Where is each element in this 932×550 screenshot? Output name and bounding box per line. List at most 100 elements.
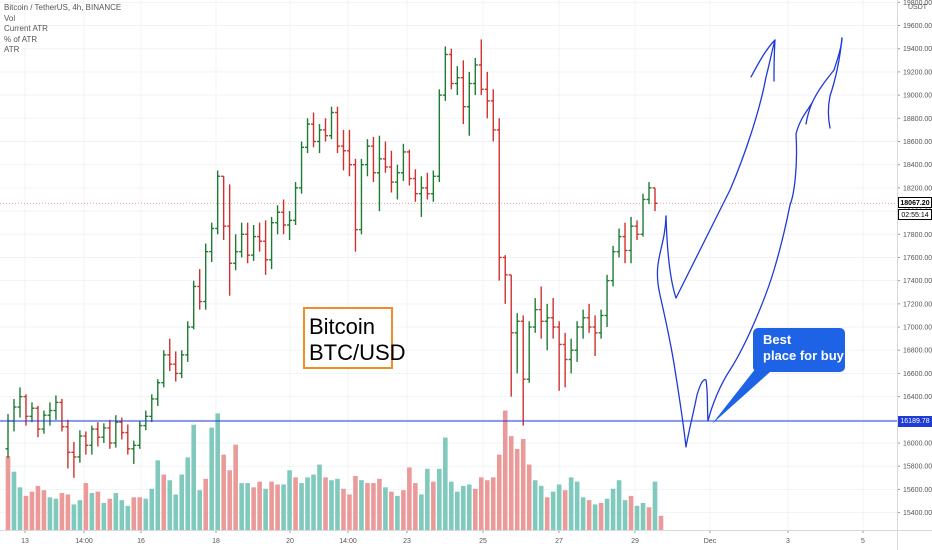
ohlc-bar — [460, 60, 466, 125]
price-axis[interactable]: 15400.0015600.0015800.0016000.0016200.00… — [897, 0, 932, 517]
ohlc-bar — [11, 398, 17, 432]
volume-bar — [11, 471, 17, 530]
y-tick-label: 19400.00 — [903, 46, 932, 53]
volume-bar — [149, 488, 155, 530]
best-buy-callout[interactable]: Best place for buy — [753, 328, 845, 372]
x-tick-label: 5 — [861, 538, 865, 545]
ohlc-bar — [442, 46, 448, 101]
time-axis[interactable]: 13 14:00 16 18 20 14:00 23 25 27 29 Dec 3 5 — [21, 530, 865, 545]
ohlc-bar — [311, 112, 317, 148]
volume-bar — [137, 497, 143, 530]
volume-bar — [179, 474, 185, 530]
ohlc-bar — [41, 410, 47, 434]
atr-label[interactable]: ATR — [4, 45, 20, 54]
volume-bar — [371, 483, 376, 530]
volume-bar — [281, 484, 286, 530]
ohlc-bar — [239, 222, 245, 258]
ohlc-bar — [640, 193, 646, 237]
volume-bar — [161, 474, 167, 530]
x-tick-label: 23 — [403, 538, 411, 545]
ohlc-bar — [430, 170, 436, 202]
volume-bar — [5, 456, 11, 530]
volume-bar — [425, 468, 430, 530]
volume-bar — [502, 410, 508, 530]
x-tick-label: 14:00 — [339, 538, 357, 545]
volume-bar — [323, 477, 328, 530]
volume-bar — [419, 494, 424, 530]
ohlc-bar — [215, 170, 221, 235]
volume-bar — [101, 502, 107, 530]
symbol-label[interactable]: Bitcoin / TetherUS, 4h, BINANCE — [4, 3, 122, 12]
volume-bar — [263, 488, 268, 530]
ohlc-bar — [77, 430, 83, 463]
y-tick-label: 19000.00 — [903, 93, 932, 100]
ohlc-bar — [245, 222, 251, 264]
volume-bar — [622, 500, 628, 530]
y-tick-label: 16000.00 — [903, 441, 932, 448]
vol-label[interactable]: Vol — [4, 13, 16, 23]
volume-bar — [131, 497, 137, 530]
y-tick-label: 15400.00 — [903, 510, 932, 517]
volume-bar — [401, 490, 406, 530]
volume-bar — [251, 487, 256, 530]
volume-bar — [520, 438, 526, 530]
volume-bar — [113, 493, 119, 530]
volume-bar — [227, 470, 232, 530]
ohlc-bar — [221, 175, 227, 241]
volume-bar — [347, 494, 352, 530]
volume-bar — [209, 427, 214, 530]
ohlc-bar — [514, 313, 520, 374]
volume-bar — [269, 481, 274, 530]
pct-atr-label[interactable]: % of ATR — [4, 34, 38, 44]
y-tick-label: 19600.00 — [903, 23, 932, 30]
volume-bar — [65, 494, 71, 530]
volume-bar — [17, 487, 23, 530]
ohlc-bar — [107, 419, 113, 449]
x-tick-label: 27 — [555, 538, 563, 545]
volume-bar — [658, 515, 664, 530]
volume-bar — [413, 483, 418, 530]
volume-bar — [592, 504, 598, 530]
current-atr-label[interactable]: Current ATR — [4, 24, 48, 33]
volume-bar — [341, 488, 346, 530]
volume-bar — [496, 454, 502, 530]
volume-bar — [478, 477, 484, 530]
callout-line-1: Best — [763, 332, 792, 347]
volume-bar — [233, 444, 238, 530]
ohlc-bar — [556, 321, 562, 391]
volume-bar — [598, 502, 604, 530]
volume-bar — [652, 481, 658, 530]
ohlc-bar — [83, 431, 89, 455]
volume-bar — [437, 468, 442, 530]
x-tick-label: 16 — [137, 538, 145, 545]
ohlc-bar — [424, 172, 430, 200]
volume-bar — [466, 484, 472, 530]
volume-bar — [604, 498, 610, 530]
volume-bar — [556, 484, 562, 530]
ohlc-bar — [334, 106, 340, 154]
forecast-path-left — [656, 37, 843, 448]
volume-bar — [53, 498, 59, 530]
ohlc-bar — [586, 303, 592, 333]
arrow-head-1 — [750, 39, 776, 82]
volume-bar — [245, 483, 250, 530]
ohlc-bar — [472, 57, 478, 96]
volume-bar — [221, 454, 226, 530]
volume-bar — [29, 491, 35, 530]
volume-bar — [490, 477, 496, 530]
ohlc-bar — [364, 139, 370, 177]
ohlc-bar — [490, 89, 496, 142]
ohlc-bar — [370, 136, 376, 183]
volume-bar — [299, 483, 304, 530]
y-tick-label: 15600.00 — [903, 487, 932, 494]
arrow-head-2 — [827, 37, 843, 129]
ohlc-bar — [496, 118, 502, 281]
volume-bar — [83, 483, 89, 530]
ohlc-bar — [269, 216, 275, 270]
volume-bar — [538, 485, 544, 530]
ohlc-bar — [352, 158, 358, 252]
x-tick-label: 29 — [631, 538, 639, 545]
ohlc-bar — [251, 224, 257, 261]
bitcoin-text-box[interactable]: Bitcoin BTC/USD — [303, 307, 406, 369]
